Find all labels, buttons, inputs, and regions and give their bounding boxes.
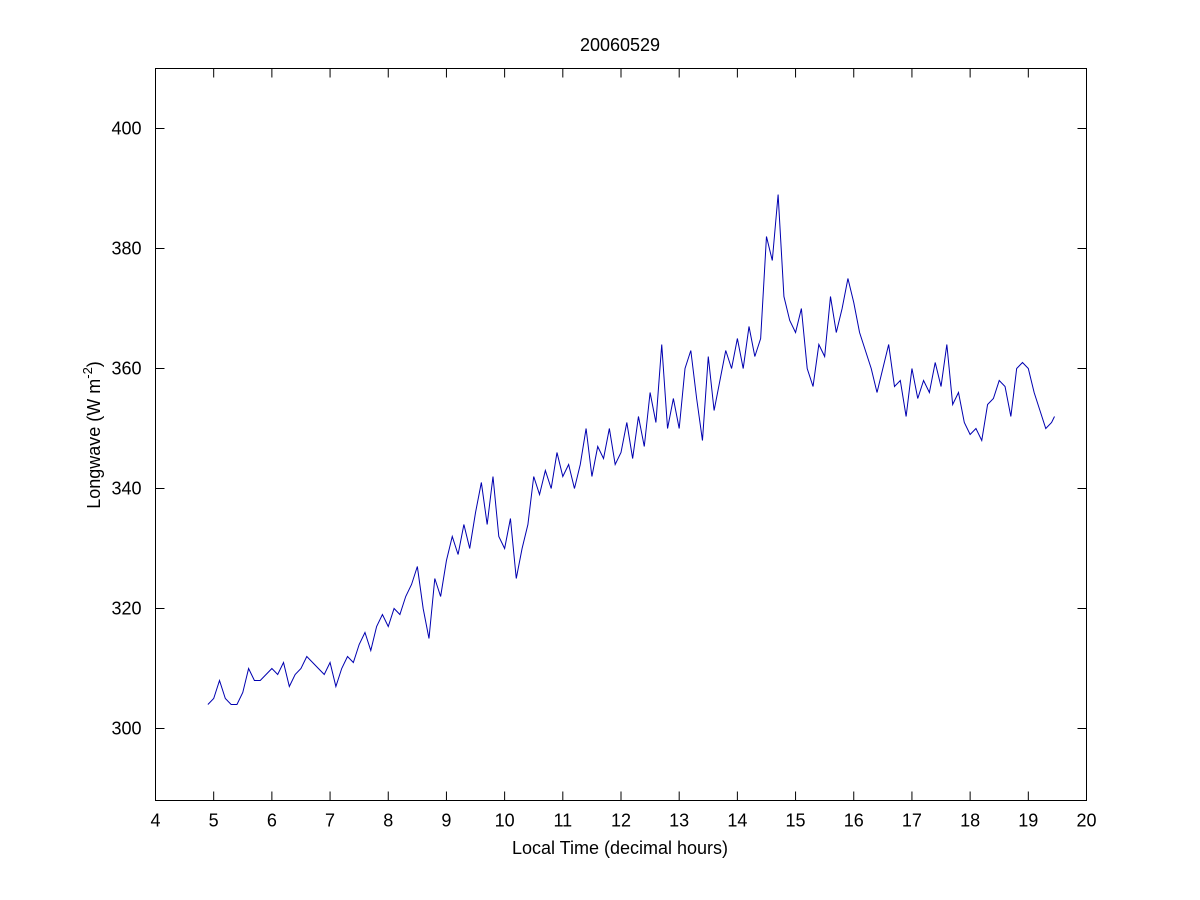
x-tick-label: 11 (553, 811, 572, 831)
x-tick-label: 20 (1076, 811, 1096, 831)
x-tick-label: 12 (611, 811, 631, 831)
y-tick-label: 300 (111, 719, 141, 739)
y-axis-label-end: ) (84, 361, 104, 367)
x-tick-label: 17 (902, 811, 922, 831)
x-tick-label: 13 (669, 811, 689, 831)
x-axis-label: Local Time (decimal hours) (512, 838, 728, 858)
x-tick-label: 9 (441, 811, 451, 831)
data-line (207, 194, 1055, 705)
x-tick-label: 8 (383, 811, 393, 831)
x-tick-label: 7 (325, 811, 335, 831)
y-tick-label: 340 (111, 479, 141, 499)
y-axis-label-main: Longwave (W m (84, 379, 104, 509)
x-tick-label: 6 (267, 811, 277, 831)
x-tick-label: 16 (844, 811, 864, 831)
chart-title: 20060529 (580, 35, 660, 55)
y-axis-label: Longwave (W m-2) (80, 361, 104, 509)
y-tick-label: 400 (111, 119, 141, 139)
y-axis-label-superscript: -2 (80, 367, 95, 379)
y-tick-label: 360 (111, 359, 141, 379)
x-tick-label: 19 (1018, 811, 1038, 831)
x-tick-label: 4 (150, 811, 160, 831)
y-tick-label: 380 (111, 239, 141, 259)
x-tick-label: 18 (960, 811, 980, 831)
x-tick-label: 10 (495, 811, 515, 831)
x-tick-label: 5 (209, 811, 219, 831)
x-tick-label: 14 (727, 811, 747, 831)
y-tick-label: 320 (111, 599, 141, 619)
plot-frame (155, 68, 1087, 801)
x-tick-label: 15 (786, 811, 806, 831)
